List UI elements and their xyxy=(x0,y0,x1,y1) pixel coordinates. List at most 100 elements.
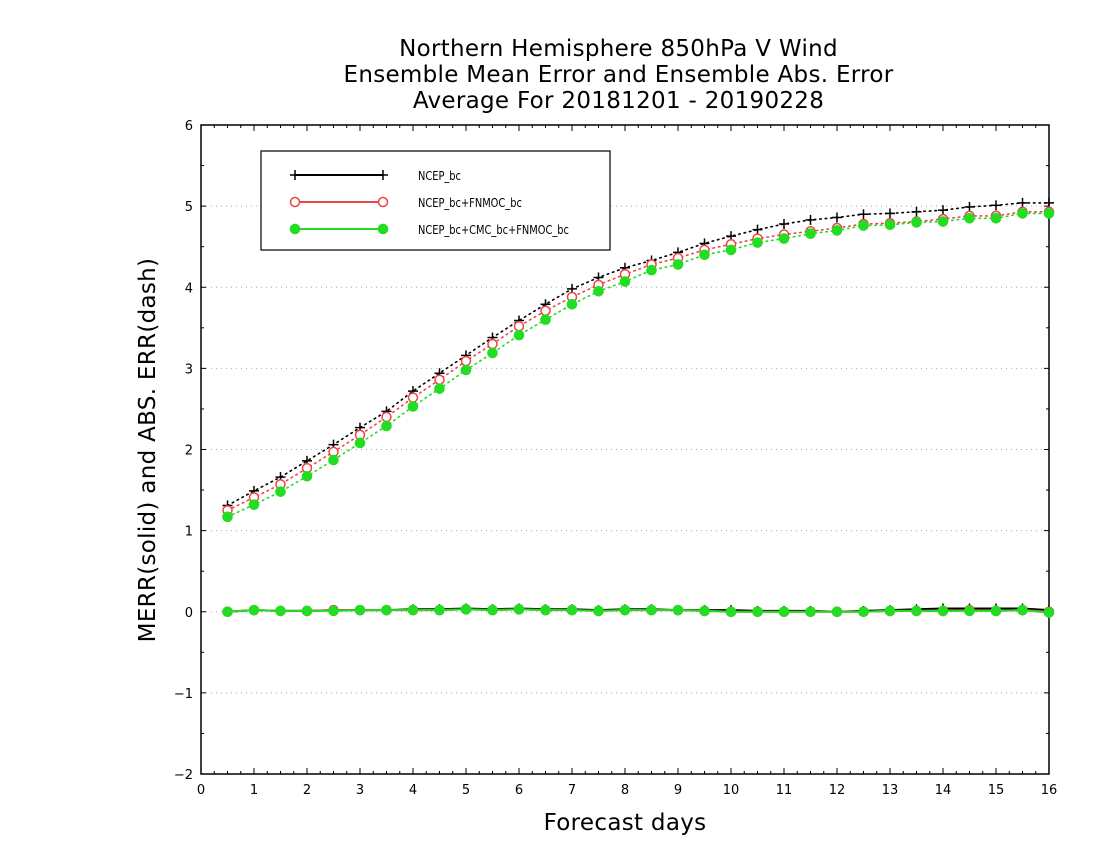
abs-err-point xyxy=(884,219,896,231)
x-tick-label: 2 xyxy=(303,783,311,798)
legend-marker xyxy=(289,196,301,208)
abs-err-point xyxy=(566,298,578,310)
x-tick-label: 11 xyxy=(776,783,793,798)
chart-title-line-3: Average For 20181201 - 20190228 xyxy=(412,88,825,114)
abs-err-point xyxy=(832,212,842,223)
legend: NCEP_bc NCEP_bc+FNMOC_bc NCEP_bc+CMC_bc+FN… xyxy=(260,150,611,251)
x-tick-label: 7 xyxy=(568,783,576,798)
legend-box xyxy=(260,150,611,251)
y-tick-label: 2 xyxy=(185,444,193,459)
abs-err-point xyxy=(805,214,816,225)
legend-marker xyxy=(290,170,300,180)
x-tick-label: 10 xyxy=(723,783,740,798)
x-tick-label: 0 xyxy=(197,783,205,798)
abs-err-point xyxy=(460,364,472,376)
mean-err-point xyxy=(646,604,657,616)
y-tick-label: 3 xyxy=(185,362,193,377)
y-tick-label: 0 xyxy=(185,606,193,621)
mean-err-point xyxy=(566,604,578,616)
x-axis-label: Forecast days xyxy=(543,810,707,836)
series-NCEP_bc+FNMOC_bc xyxy=(222,206,1055,617)
mean-err-point xyxy=(434,604,445,616)
mean-err-point xyxy=(1043,607,1055,618)
chart-title-line-1: Northern Hemisphere 850hPa V Wind xyxy=(399,36,838,62)
mean-err-point xyxy=(964,605,975,617)
mean-err-point xyxy=(831,606,843,618)
abs-err-point xyxy=(831,225,843,236)
mean-err-point xyxy=(248,604,260,616)
abs-err-point xyxy=(1043,208,1055,219)
x-tick-label: 15 xyxy=(988,783,1005,798)
series-NCEP_bc xyxy=(222,197,1054,617)
abs-err-point xyxy=(381,420,392,432)
abs-err-point xyxy=(699,249,710,261)
x-tick-label: 16 xyxy=(1041,783,1058,798)
abs-err-line xyxy=(226,202,1050,507)
abs-err-point xyxy=(964,212,975,224)
y-tick-label: 4 xyxy=(185,281,193,296)
abs-err-point xyxy=(858,209,869,220)
y-tick-label: −1 xyxy=(174,687,193,702)
abs-err-point xyxy=(487,347,498,359)
mean-err-point xyxy=(487,604,498,616)
legend-marker xyxy=(377,196,389,208)
abs-err-point xyxy=(646,264,657,276)
mean-err-point xyxy=(513,604,525,615)
mean-err-point xyxy=(752,606,763,618)
legend-label: NCEP_bc+CMC_bc+FNMOC_bc xyxy=(418,223,569,237)
mean-err-point xyxy=(805,606,816,618)
abs-err-point xyxy=(354,437,366,449)
abs-err-point xyxy=(301,470,313,482)
abs-err-point xyxy=(593,286,604,297)
abs-err-point xyxy=(1017,208,1028,219)
abs-err-point xyxy=(487,338,498,350)
mean-err-point xyxy=(990,605,1002,617)
abs-err-point xyxy=(752,237,763,248)
legend-marker xyxy=(377,223,389,235)
mean-err-point xyxy=(725,606,737,618)
abs-err-point xyxy=(725,244,737,256)
abs-err-point xyxy=(381,411,392,423)
x-tick-label: 9 xyxy=(674,783,682,798)
abs-err-point xyxy=(434,383,445,394)
mean-err-point xyxy=(328,605,339,617)
mean-err-point xyxy=(672,604,684,616)
x-tick-label: 8 xyxy=(621,783,629,798)
abs-err-point xyxy=(779,218,789,229)
abs-err-point xyxy=(222,511,233,523)
abs-err-point xyxy=(885,208,895,219)
abs-err-point xyxy=(911,217,922,228)
x-tick-label: 6 xyxy=(515,783,523,798)
abs-err-point xyxy=(778,233,790,244)
mean-err-point xyxy=(778,606,790,618)
abs-err-point xyxy=(805,228,816,240)
abs-err-point xyxy=(858,220,869,231)
abs-err-point xyxy=(937,216,949,227)
legend-marker xyxy=(289,223,301,235)
chart-title-line-2: Ensemble Mean Error and Ensemble Abs. Er… xyxy=(343,62,894,88)
y-tick-label: 6 xyxy=(185,119,193,134)
abs-err-point xyxy=(460,355,472,367)
y-tick-label: 1 xyxy=(185,525,193,540)
abs-err-line xyxy=(226,211,1050,512)
abs-err-line xyxy=(226,212,1050,518)
legend-label: NCEP_bc+FNMOC_bc xyxy=(418,196,522,210)
mean-err-point xyxy=(460,604,472,615)
mean-err-point xyxy=(381,604,392,616)
mean-err-point xyxy=(540,604,551,616)
y-tick-label: −2 xyxy=(174,768,193,783)
x-tick-label: 1 xyxy=(250,783,258,798)
abs-err-point xyxy=(938,205,948,216)
abs-err-point xyxy=(990,212,1002,224)
abs-err-point xyxy=(1017,197,1028,208)
y-tick-label: 5 xyxy=(185,200,193,215)
mean-err-point xyxy=(407,604,419,616)
series-layer xyxy=(222,197,1055,618)
series-NCEP_bc+CMC_bc+FNMOC_bc xyxy=(222,208,1055,618)
abs-err-point xyxy=(991,200,1001,211)
mean-err-point xyxy=(222,606,233,618)
mean-err-point xyxy=(699,605,710,617)
abs-err-point xyxy=(672,259,684,270)
